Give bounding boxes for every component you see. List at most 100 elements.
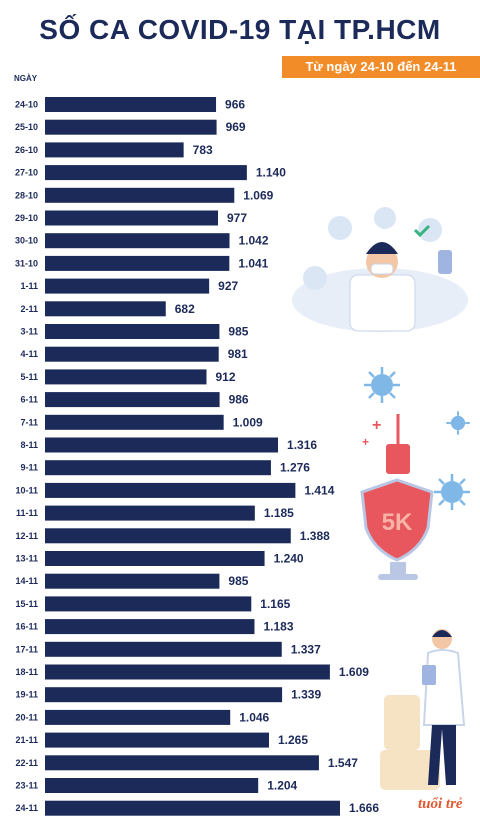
virus-icon — [364, 367, 400, 403]
category-label: 24-10 — [15, 100, 38, 110]
bar — [45, 392, 220, 408]
date-range-badge: Từ ngày 24-10 đến 24-11 — [282, 56, 480, 78]
bar — [45, 165, 247, 181]
value-label: 1.666 — [349, 801, 379, 815]
shield-text: 5K — [382, 509, 413, 536]
category-label: 28-10 — [15, 190, 38, 200]
category-label: 25-10 — [15, 122, 38, 132]
bar — [45, 732, 269, 748]
virus-icon — [446, 411, 470, 435]
category-label: 19-11 — [15, 690, 38, 700]
bar — [45, 142, 184, 158]
value-label: 1.183 — [263, 620, 293, 634]
value-label: 783 — [193, 143, 213, 157]
value-label: 1.165 — [260, 597, 290, 611]
category-label: 5-11 — [20, 372, 38, 382]
category-label: 14-11 — [15, 576, 38, 586]
value-label: 985 — [228, 574, 248, 588]
bar — [45, 119, 217, 135]
bar — [45, 664, 330, 680]
value-label: 682 — [175, 302, 195, 316]
doctor-with-clipboard-icon — [380, 629, 466, 790]
value-label: 1.265 — [278, 733, 308, 747]
value-label: 1.609 — [339, 665, 369, 679]
bar — [45, 233, 230, 249]
category-label: 15-11 — [15, 599, 38, 609]
category-label: 31-10 — [15, 258, 38, 268]
value-label: 1.414 — [304, 483, 334, 497]
value-label: 1.388 — [300, 529, 330, 543]
value-label: 1.339 — [291, 688, 321, 702]
value-label: 1.547 — [328, 756, 358, 770]
value-label: 1.041 — [238, 256, 268, 270]
category-label: 7-11 — [20, 417, 38, 427]
category-label: 13-11 — [15, 554, 38, 564]
category-label: 1-11 — [20, 281, 38, 291]
bar — [45, 641, 282, 657]
category-label: 27-10 — [15, 168, 38, 178]
value-label: 1.204 — [267, 779, 297, 793]
value-label: 1.046 — [239, 710, 269, 724]
category-label: 6-11 — [20, 395, 38, 405]
bar — [45, 778, 259, 793]
category-label: 22-11 — [15, 758, 38, 768]
virus-icon — [434, 474, 470, 510]
bar — [45, 619, 255, 635]
value-label: 1.042 — [239, 234, 269, 248]
category-label: 16-11 — [15, 622, 38, 632]
bar — [45, 324, 220, 339]
category-label: 12-11 — [15, 531, 38, 541]
category-label: 17-11 — [15, 644, 38, 654]
bar — [45, 755, 319, 771]
bar — [45, 551, 265, 566]
tuoi-tre-logo: tuổi trẻ — [418, 796, 463, 812]
bar — [45, 414, 224, 430]
value-label: 912 — [215, 370, 235, 384]
category-label: 10-11 — [15, 485, 38, 495]
bar — [45, 687, 283, 703]
category-label: 30-10 — [15, 236, 38, 246]
category-label: 8-11 — [20, 440, 38, 450]
doctor-with-mask-icon — [292, 207, 468, 332]
bar — [45, 482, 296, 498]
syringe-icon: + + — [362, 414, 418, 580]
value-label: 985 — [228, 325, 248, 339]
bar — [45, 596, 252, 612]
value-label: 1.140 — [256, 166, 286, 180]
value-label: 1.185 — [264, 506, 294, 520]
bar — [45, 97, 217, 112]
bar — [45, 301, 166, 317]
bar — [45, 187, 235, 203]
category-label: 3-11 — [20, 327, 38, 337]
bar — [45, 573, 220, 589]
category-label: 23-11 — [15, 781, 38, 791]
bar — [45, 528, 291, 544]
category-label: 11-11 — [16, 508, 38, 518]
value-label: 981 — [228, 347, 248, 361]
value-label: 927 — [218, 279, 238, 293]
category-label: 21-11 — [15, 735, 38, 745]
value-label: 1.069 — [243, 188, 273, 202]
value-label: 1.337 — [291, 642, 321, 656]
bar — [45, 460, 271, 476]
value-label: 966 — [225, 98, 245, 112]
category-label: 24-11 — [15, 803, 38, 813]
category-label: 9-11 — [20, 463, 38, 473]
bar — [45, 369, 207, 385]
svg-text:+: + — [372, 417, 381, 434]
value-label: 1.276 — [280, 461, 310, 475]
category-label: 2-11 — [20, 304, 38, 314]
category-label: 29-10 — [15, 213, 38, 223]
bar — [45, 800, 340, 816]
bar — [45, 278, 210, 294]
category-label: 18-11 — [15, 667, 38, 677]
chart-title: SỐ CA COVID-19 TẠI TP.HCM — [39, 14, 441, 45]
category-label: 26-10 — [15, 145, 38, 155]
value-label: 977 — [227, 211, 247, 225]
value-label: 1.316 — [287, 438, 317, 452]
bar — [45, 346, 219, 362]
svg-text:+: + — [362, 435, 369, 449]
bar — [45, 210, 218, 226]
y-axis-label: NGÀY — [14, 74, 38, 83]
shield-5k-icon: 5K — [360, 478, 434, 562]
